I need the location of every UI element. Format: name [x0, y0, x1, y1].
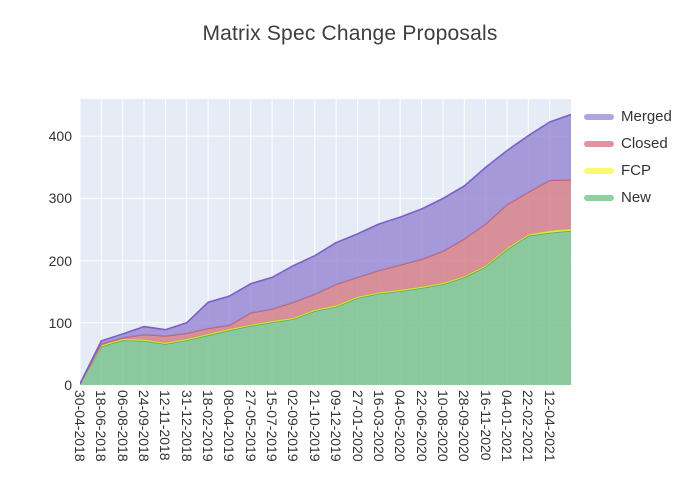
legend-label: FCP	[621, 162, 651, 179]
legend-item-closed[interactable]: Closed	[584, 134, 672, 153]
x-tick-label: 15-07-2019	[264, 390, 281, 462]
x-tick-label: 21-10-2019	[306, 390, 323, 462]
y-tick-label: 400	[48, 128, 72, 145]
y-tick-label: 300	[48, 190, 72, 207]
legend-item-fcp[interactable]: FCP	[584, 161, 672, 180]
stacked-area-plot[interactable]	[80, 99, 571, 385]
legend-item-new[interactable]: New	[584, 188, 672, 207]
x-tick-label: 12-11-2018	[157, 390, 174, 461]
x-tick-label: 30-04-2018	[72, 390, 88, 462]
legend-swatch-merged	[584, 113, 614, 120]
x-tick-label: 16-11-2020	[477, 390, 494, 461]
x-tick-label: 08-04-2019	[221, 390, 238, 462]
y-tick-label: 200	[48, 252, 72, 269]
x-tick-label: 22-02-2021	[520, 390, 537, 462]
y-tick-label: 100	[48, 314, 72, 331]
area-new	[80, 230, 571, 385]
x-tick-label: 04-05-2020	[392, 390, 409, 462]
x-tick-label: 18-02-2019	[200, 390, 217, 462]
legend: Merged Closed FCP New	[584, 107, 672, 215]
legend-label: Closed	[621, 135, 668, 152]
chart-title: Matrix Spec Change Proposals	[202, 22, 498, 45]
area-closed	[80, 179, 571, 384]
x-tick-label: 27-05-2019	[242, 390, 259, 462]
legend-swatch-closed	[584, 140, 614, 147]
x-tick-label: 28-09-2020	[456, 390, 473, 462]
line-merged	[80, 113, 571, 385]
x-tick-label: 27-01-2020	[349, 390, 366, 462]
legend-swatch-fcp	[584, 167, 614, 174]
legend-item-merged[interactable]: Merged	[584, 107, 672, 126]
x-tick-label: 24-09-2018	[136, 390, 153, 462]
legend-label: Merged	[621, 108, 672, 125]
x-tick-label: 06-08-2018	[114, 390, 131, 462]
x-tick-label: 31-12-2018	[178, 390, 195, 462]
x-tick-label: 02-09-2019	[285, 390, 302, 462]
x-tick-label: 12-04-2021	[541, 390, 558, 462]
legend-label: New	[621, 189, 652, 206]
x-tick-label: 22-06-2020	[413, 390, 430, 462]
x-tick-label: 04-01-2021	[498, 390, 515, 462]
area-merged	[80, 114, 571, 384]
x-tick-label: 18-06-2018	[93, 390, 110, 462]
legend-swatch-new	[584, 194, 614, 201]
y-tick-label: 0	[64, 377, 72, 393]
x-tick-label: 16-03-2020	[370, 390, 387, 462]
x-tick-label: 10-08-2020	[434, 390, 451, 462]
x-tick-label: 09-12-2019	[328, 390, 345, 462]
